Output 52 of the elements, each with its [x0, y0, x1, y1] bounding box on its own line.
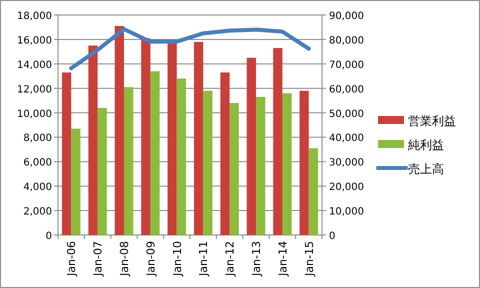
y2-tick-label: 40,000 [329, 133, 364, 144]
bar [150, 71, 160, 235]
bar [88, 46, 98, 235]
bar [308, 148, 318, 235]
bar [300, 90, 309, 235]
y-tick-label: 4,000 [23, 182, 52, 194]
x-tick-label: Jan-08 [118, 241, 131, 277]
bar [141, 38, 150, 235]
x-tick-label: Jan-07 [92, 241, 105, 277]
legend-label: 純利益 [408, 138, 444, 152]
y2-tick-label: 10,000 [329, 206, 364, 218]
y-tick-label: 8,000 [23, 133, 52, 144]
bar [71, 128, 80, 235]
y2-tick-label: 80,000 [329, 35, 364, 46]
bar [256, 96, 266, 235]
bar [176, 78, 186, 235]
x-tick-label: Jan-15 [302, 241, 316, 277]
x-tick-label: Jan-06 [65, 241, 78, 277]
x-tick-label: Jan-12 [224, 241, 237, 277]
bar [220, 72, 230, 235]
y-tick-label: 2,000 [23, 206, 52, 218]
y-tick-label: 6,000 [23, 158, 52, 169]
bar [230, 103, 239, 235]
legend-label: 営業利益 [408, 114, 456, 128]
y-tick-label: 16,000 [17, 35, 52, 46]
bar [62, 72, 72, 235]
x-tick-label: Jan-10 [170, 241, 184, 277]
y-tick-label: 0 [46, 231, 52, 242]
bar [282, 93, 292, 235]
y2-tick-label: 30,000 [329, 158, 364, 169]
y-tick-label: 14,000 [17, 60, 52, 71]
y-tick-label: 18,000 [17, 11, 52, 22]
bar [114, 26, 124, 235]
y2-tick-label: 90,000 [329, 11, 364, 22]
y2-tick-label: 0 [329, 231, 336, 242]
bar [273, 48, 282, 235]
y2-tick-label: 20,000 [329, 182, 364, 194]
y2-tick-label: 60,000 [329, 84, 364, 96]
x-tick-label: Jan-14 [276, 241, 290, 277]
y2-tick-label: 70,000 [329, 60, 364, 71]
y-tick-label: 10,000 [17, 108, 52, 120]
bar [98, 108, 107, 235]
legend-label: 売上高 [408, 162, 444, 176]
x-tick-label: Jan-11 [197, 241, 210, 277]
bar [246, 58, 256, 235]
x-tick-label: Jan-13 [250, 241, 263, 277]
x-tick-label: Jan-09 [144, 241, 158, 277]
bar [203, 90, 212, 235]
y2-tick-label: 50,000 [329, 108, 364, 120]
y-tick-label: 12,000 [17, 84, 52, 96]
bar [124, 87, 134, 235]
bar [194, 42, 204, 235]
